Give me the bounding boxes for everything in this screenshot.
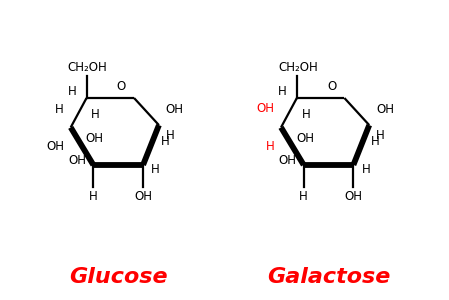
Text: H: H xyxy=(376,129,385,142)
Text: O: O xyxy=(117,80,126,93)
Text: H: H xyxy=(91,108,100,121)
Text: Galactose: Galactose xyxy=(267,267,390,286)
Text: H: H xyxy=(278,85,287,98)
Text: OH: OH xyxy=(166,103,184,116)
Text: H: H xyxy=(68,85,77,98)
Text: Glucose: Glucose xyxy=(69,267,167,286)
Text: H: H xyxy=(371,135,380,148)
Text: OH: OH xyxy=(279,154,297,167)
Text: OH: OH xyxy=(296,131,314,145)
Text: OH: OH xyxy=(344,190,362,203)
Text: OH: OH xyxy=(46,140,64,153)
Text: H: H xyxy=(302,108,310,121)
Text: H: H xyxy=(166,129,175,142)
Text: CH₂OH: CH₂OH xyxy=(68,61,107,74)
Text: CH₂OH: CH₂OH xyxy=(278,61,317,74)
Text: H: H xyxy=(89,190,98,203)
Text: OH: OH xyxy=(256,102,274,115)
Text: H: H xyxy=(265,140,274,153)
Text: OH: OH xyxy=(376,103,394,116)
Text: OH: OH xyxy=(86,131,104,145)
Text: H: H xyxy=(55,103,64,116)
Text: H: H xyxy=(151,163,160,176)
Text: OH: OH xyxy=(69,154,87,167)
Text: OH: OH xyxy=(134,190,152,203)
Text: H: H xyxy=(161,135,170,148)
Text: O: O xyxy=(327,80,336,93)
Text: H: H xyxy=(361,163,370,176)
Text: H: H xyxy=(299,190,308,203)
